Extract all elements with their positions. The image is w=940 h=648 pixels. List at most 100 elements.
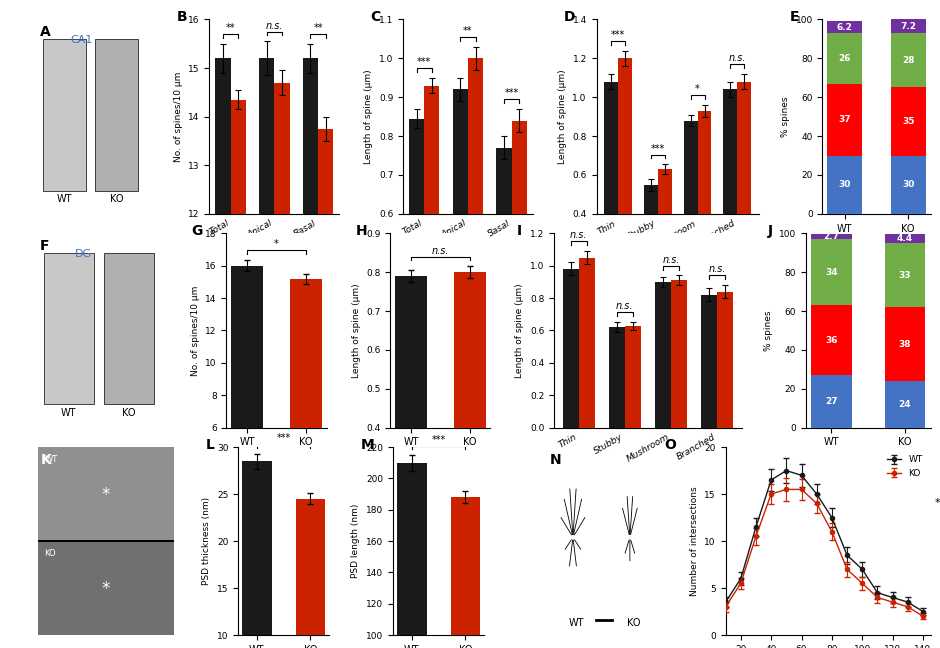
Y-axis label: Length of spine (μm): Length of spine (μm) bbox=[352, 283, 361, 378]
Bar bbox=[658, 169, 672, 292]
Text: *: * bbox=[934, 498, 940, 509]
Text: n.s.: n.s. bbox=[570, 231, 588, 240]
Bar bbox=[231, 266, 263, 525]
Y-axis label: Length of spine (μm): Length of spine (μm) bbox=[557, 69, 567, 164]
Bar bbox=[811, 305, 852, 375]
Bar bbox=[618, 58, 632, 292]
Text: D: D bbox=[564, 10, 575, 24]
Text: n.s.: n.s. bbox=[728, 53, 746, 63]
Bar bbox=[95, 39, 138, 191]
Text: WT: WT bbox=[569, 618, 584, 628]
Bar bbox=[717, 292, 733, 428]
Text: KO: KO bbox=[627, 618, 640, 628]
Y-axis label: % spines: % spines bbox=[781, 97, 790, 137]
Text: M: M bbox=[361, 438, 375, 452]
Text: 24: 24 bbox=[899, 400, 911, 409]
Bar bbox=[609, 327, 625, 428]
Text: *: * bbox=[102, 580, 110, 597]
Bar bbox=[318, 129, 334, 648]
Y-axis label: Length of spine (μm): Length of spine (μm) bbox=[365, 69, 373, 164]
Bar bbox=[290, 279, 322, 525]
Bar bbox=[38, 447, 174, 541]
Bar bbox=[827, 156, 862, 214]
Text: 28: 28 bbox=[902, 56, 915, 65]
Text: F: F bbox=[40, 239, 50, 253]
Bar bbox=[891, 19, 926, 33]
Text: n.s.: n.s. bbox=[616, 301, 634, 311]
Text: ***: *** bbox=[431, 435, 446, 445]
Bar bbox=[468, 58, 483, 447]
Bar bbox=[885, 307, 925, 381]
Text: 33: 33 bbox=[899, 271, 911, 279]
Bar bbox=[274, 83, 290, 648]
Bar bbox=[230, 100, 246, 648]
Bar bbox=[625, 326, 641, 428]
Text: *: * bbox=[102, 486, 110, 503]
Text: n.s.: n.s. bbox=[663, 255, 680, 264]
Text: O: O bbox=[664, 438, 676, 452]
Text: 30: 30 bbox=[838, 180, 851, 189]
Text: L: L bbox=[206, 438, 215, 452]
Text: 27: 27 bbox=[825, 397, 838, 406]
Bar bbox=[450, 497, 480, 648]
Bar bbox=[38, 541, 174, 635]
Text: ***: *** bbox=[505, 88, 519, 98]
Y-axis label: Length of spine (μm): Length of spine (μm) bbox=[515, 283, 525, 378]
Text: B: B bbox=[177, 10, 188, 24]
Legend: Branched, Stubby, Mushroom, Thin: Branched, Stubby, Mushroom, Thin bbox=[797, 509, 911, 537]
Text: 26: 26 bbox=[838, 54, 851, 63]
Text: C: C bbox=[370, 10, 381, 24]
Bar bbox=[827, 21, 862, 33]
Y-axis label: Number of intersections: Number of intersections bbox=[690, 486, 698, 596]
Bar bbox=[885, 243, 925, 307]
Bar bbox=[885, 381, 925, 428]
Y-axis label: PSD thickness (nm): PSD thickness (nm) bbox=[202, 497, 212, 585]
Text: *: * bbox=[274, 239, 279, 249]
Text: G: G bbox=[192, 224, 203, 238]
Bar bbox=[891, 156, 926, 214]
Text: **: ** bbox=[313, 23, 322, 33]
Text: KO: KO bbox=[110, 194, 123, 204]
Bar bbox=[827, 84, 862, 156]
Text: **: ** bbox=[226, 23, 235, 33]
Text: 36: 36 bbox=[825, 336, 838, 345]
Text: *: * bbox=[696, 84, 700, 95]
Text: A: A bbox=[39, 25, 51, 40]
Bar bbox=[644, 185, 658, 292]
Text: ***: *** bbox=[650, 144, 665, 154]
Text: ***: *** bbox=[417, 57, 431, 67]
Text: WT: WT bbox=[57, 194, 72, 204]
Text: n.s.: n.s. bbox=[431, 246, 449, 255]
Y-axis label: No. of spines/10 μm: No. of spines/10 μm bbox=[174, 71, 182, 162]
Text: n.s.: n.s. bbox=[709, 264, 726, 275]
Legend: WT, KO: WT, KO bbox=[884, 452, 926, 481]
Text: K: K bbox=[40, 453, 51, 467]
Text: 38: 38 bbox=[899, 340, 911, 349]
Text: 4.4: 4.4 bbox=[897, 234, 913, 243]
Text: 35: 35 bbox=[902, 117, 915, 126]
Bar bbox=[737, 82, 751, 292]
Text: N: N bbox=[550, 453, 562, 467]
Text: 2.7: 2.7 bbox=[823, 232, 839, 241]
Text: DG: DG bbox=[75, 249, 92, 259]
Bar bbox=[511, 121, 526, 447]
Bar bbox=[409, 119, 424, 447]
Text: 34: 34 bbox=[825, 268, 838, 277]
Bar bbox=[827, 33, 862, 84]
Bar bbox=[603, 82, 618, 292]
Bar bbox=[655, 282, 671, 428]
Bar bbox=[579, 257, 595, 428]
Bar bbox=[296, 499, 325, 648]
Bar bbox=[811, 375, 852, 428]
Bar bbox=[215, 58, 230, 648]
Text: KO: KO bbox=[44, 549, 56, 557]
Bar bbox=[885, 235, 925, 243]
Bar bbox=[397, 463, 427, 648]
Text: 7.2: 7.2 bbox=[901, 21, 916, 30]
Text: H: H bbox=[355, 224, 367, 238]
Bar bbox=[811, 239, 852, 305]
Text: ***: *** bbox=[276, 434, 290, 443]
Bar bbox=[563, 269, 579, 428]
Bar bbox=[43, 39, 86, 191]
Y-axis label: % spines: % spines bbox=[764, 310, 773, 351]
